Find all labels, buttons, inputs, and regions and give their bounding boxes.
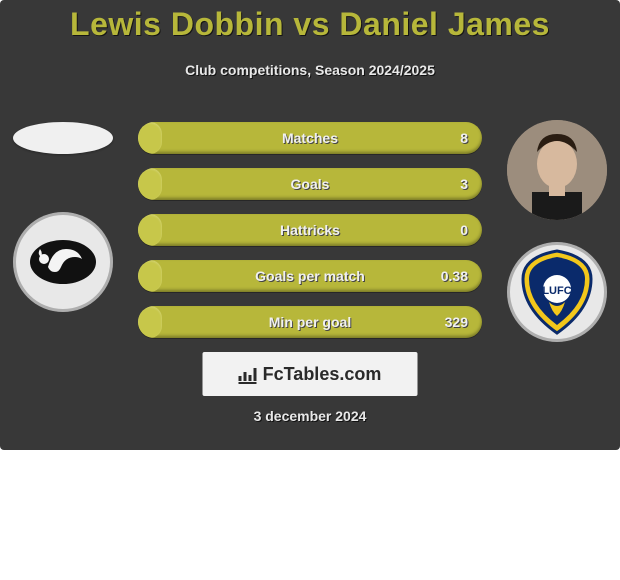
stat-value-right: 329 bbox=[445, 306, 468, 338]
player-photo-left bbox=[13, 122, 113, 154]
stat-bar: Goals3 bbox=[138, 168, 482, 200]
person-icon bbox=[507, 120, 607, 220]
club-crest-left bbox=[13, 212, 113, 312]
stat-label: Goals per match bbox=[138, 260, 482, 292]
player-photo-right bbox=[507, 120, 607, 220]
svg-text:LUFC: LUFC bbox=[542, 285, 571, 297]
stats-list: Matches8Goals3Hattricks0Goals per match0… bbox=[138, 122, 482, 338]
comparison-card: Lewis Dobbin vs Daniel James Club compet… bbox=[0, 0, 620, 450]
right-player-column: LUFC bbox=[502, 120, 612, 342]
stat-label: Hattricks bbox=[138, 214, 482, 246]
stat-bar: Matches8 bbox=[138, 122, 482, 154]
club-crest-right: LUFC bbox=[507, 242, 607, 342]
page-title: Lewis Dobbin vs Daniel James bbox=[0, 6, 620, 43]
site-logo[interactable]: FcTables.com bbox=[203, 352, 418, 396]
left-player-column bbox=[8, 120, 118, 312]
stat-label: Min per goal bbox=[138, 306, 482, 338]
stat-value-right: 0.38 bbox=[441, 260, 468, 292]
barchart-icon bbox=[239, 365, 257, 384]
stat-label: Goals bbox=[138, 168, 482, 200]
snapshot-date: 3 december 2024 bbox=[0, 408, 620, 424]
stat-value-right: 3 bbox=[460, 168, 468, 200]
stat-bar: Hattricks0 bbox=[138, 214, 482, 246]
page-subtitle: Club competitions, Season 2024/2025 bbox=[0, 62, 620, 78]
stat-value-right: 0 bbox=[460, 214, 468, 246]
stat-bar: Min per goal329 bbox=[138, 306, 482, 338]
ram-icon bbox=[28, 237, 98, 287]
stat-value-right: 8 bbox=[460, 122, 468, 154]
stat-bar: Goals per match0.38 bbox=[138, 260, 482, 292]
stat-label: Matches bbox=[138, 122, 482, 154]
site-name: FcTables.com bbox=[263, 364, 382, 385]
leeds-crest-icon: LUFC bbox=[512, 247, 602, 337]
